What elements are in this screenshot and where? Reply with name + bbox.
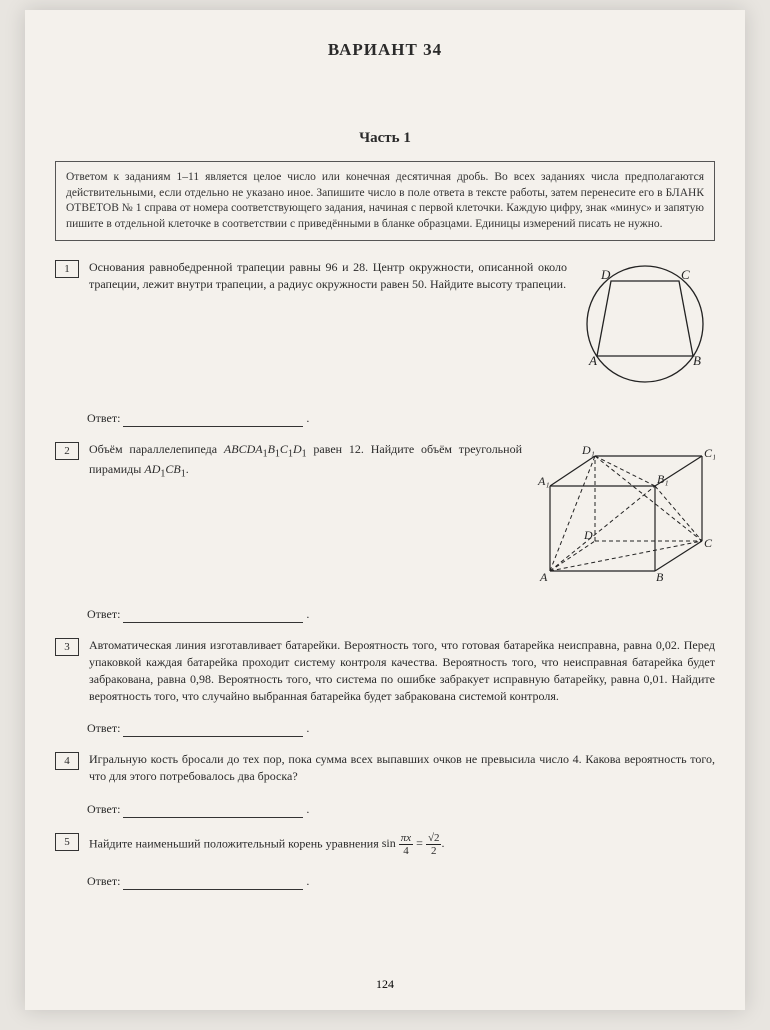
svg-text:D: D [583, 528, 593, 542]
label-b: B [693, 353, 701, 368]
answer-blank[interactable] [123, 414, 303, 427]
task-number: 5 [55, 833, 79, 851]
task-4: 4 Игральную кость бросали до тех пор, по… [55, 751, 715, 817]
task-2: 2 Объём параллелепипеда ABCDA1B1C1D1 рав… [55, 441, 715, 624]
answer-blank[interactable] [123, 724, 303, 737]
answer-label: Ответ: [87, 802, 120, 816]
task-text: Основания равнобедренной трапеции равны … [89, 259, 575, 293]
answer-row: Ответ: . [87, 873, 715, 890]
answer-label: Ответ: [87, 721, 120, 735]
svg-text:A₁: A₁ [537, 474, 550, 488]
task-text: Игральную кость бросали до тех пор, пока… [89, 751, 715, 785]
svg-text:C: C [704, 536, 713, 550]
label-c: C [681, 267, 690, 282]
answer-row: Ответ: . [87, 410, 715, 427]
task-5: 5 Найдите наименьший положительный корен… [55, 832, 715, 890]
task-number: 3 [55, 638, 79, 656]
task-text: Найдите наименьший положительный корень … [89, 832, 715, 857]
answer-label: Ответ: [87, 411, 120, 425]
answer-row: Ответ: . [87, 606, 715, 623]
parallelepiped-diagram: A B C D A₁ B₁ C₁ D₁ [530, 441, 715, 591]
page: ВАРИАНТ 34 Часть 1 Ответом к заданиям 1–… [25, 10, 745, 1010]
svg-text:D₁: D₁ [581, 443, 595, 457]
answer-blank[interactable] [123, 877, 303, 890]
page-number: 124 [25, 977, 745, 992]
task-3: 3 Автоматическая линия изготавливает бат… [55, 637, 715, 737]
svg-text:A: A [539, 570, 548, 584]
equation: sin πx4 = √22. [382, 836, 445, 850]
task-number: 4 [55, 752, 79, 770]
answer-row: Ответ: . [87, 801, 715, 818]
task-1: 1 Основания равнобедренной трапеции равн… [55, 259, 715, 427]
svg-text:B₁: B₁ [657, 472, 669, 486]
variant-header: ВАРИАНТ 34 [55, 40, 715, 60]
trapezoid-circle-diagram: A B C D [575, 259, 715, 394]
task-text: Автоматическая линия изготавливает батар… [89, 637, 715, 704]
answer-row: Ответ: . [87, 720, 715, 737]
task-number: 1 [55, 260, 79, 278]
svg-text:C₁: C₁ [704, 446, 715, 460]
answer-label: Ответ: [87, 607, 120, 621]
instructions-box: Ответом к заданиям 1–11 является целое ч… [55, 161, 715, 241]
task-text: Объём параллелепипеда ABCDA1B1C1D1 равен… [89, 441, 530, 482]
task-number: 2 [55, 442, 79, 460]
answer-label: Ответ: [87, 874, 120, 888]
answer-blank[interactable] [123, 805, 303, 818]
answer-blank[interactable] [123, 610, 303, 623]
part-header: Часть 1 [55, 130, 715, 147]
label-a: A [588, 353, 597, 368]
svg-text:B: B [656, 570, 664, 584]
label-d: D [600, 267, 611, 282]
